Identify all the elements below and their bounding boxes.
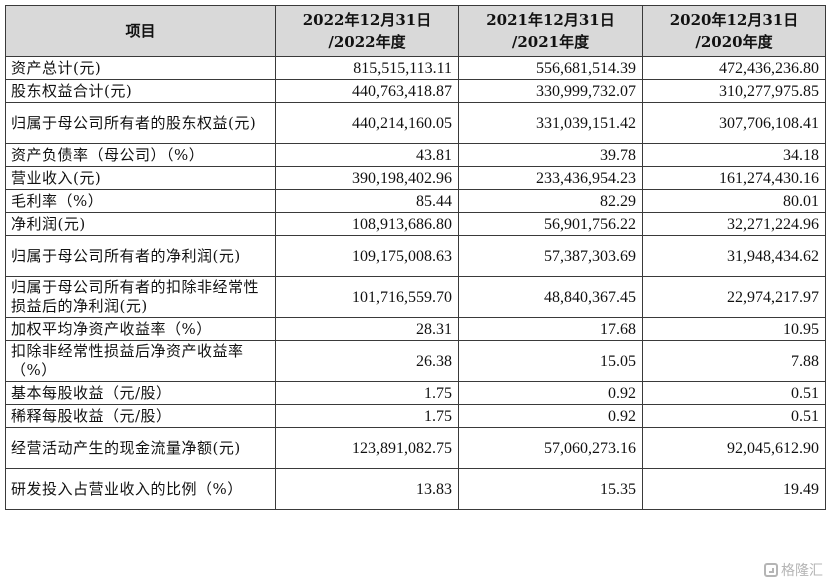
cell-2022: 440,214,160.05 — [275, 102, 459, 144]
header-2020: 2020年12月31日 /2020年度 — [642, 5, 826, 57]
cell-2022: 1.75 — [275, 404, 459, 428]
table-row: 加权平均净资产收益率（%） 28.31 17.68 10.95 — [5, 317, 826, 341]
table-row: 归属于母公司所有者的净利润(元) 109,175,008.63 57,387,3… — [5, 235, 826, 277]
cell-2021: 330,999,732.07 — [458, 79, 643, 103]
cell-2020: 92,045,612.90 — [642, 427, 826, 469]
row-label: 经营活动产生的现金流量净额(元) — [5, 427, 276, 469]
table-row: 稀释每股收益（元/股） 1.75 0.92 0.51 — [5, 404, 826, 428]
cell-2022: 390,198,402.96 — [275, 166, 459, 190]
cell-2021: 57,387,303.69 — [458, 235, 643, 277]
cell-2021: 39.78 — [458, 143, 643, 167]
cell-2022: 440,763,418.87 — [275, 79, 459, 103]
table-row: 研发投入占营业收入的比例（%） 13.83 15.35 19.49 — [5, 468, 826, 510]
header-item: 项目 — [5, 5, 276, 57]
cell-2021: 57,060,273.16 — [458, 427, 643, 469]
table-row: 资产负债率（母公司）（%） 43.81 39.78 34.18 — [5, 143, 826, 167]
table-row: 扣除非经常性损益后净资产收益率（%） 26.38 15.05 7.88 — [5, 340, 826, 382]
financial-data-table: 项目 2022年12月31日 /2022年度 2021年12月31日 /2021… — [5, 5, 826, 510]
cell-2022: 108,913,686.80 — [275, 212, 459, 236]
table-row: 营业收入(元) 390,198,402.96 233,436,954.23 16… — [5, 166, 826, 190]
table-row: 经营活动产生的现金流量净额(元) 123,891,082.75 57,060,2… — [5, 427, 826, 469]
cell-2020: 34.18 — [642, 143, 826, 167]
header-2021-year: /2021年度 — [511, 33, 590, 51]
cell-2021: 56,901,756.22 — [458, 212, 643, 236]
header-2021-date: 2021年12月31日 — [486, 11, 615, 29]
cell-2020: 19.49 — [642, 468, 826, 510]
table-row: 资产总计(元) 815,515,113.11 556,681,514.39 47… — [5, 56, 826, 80]
table-header-row: 项目 2022年12月31日 /2022年度 2021年12月31日 /2021… — [5, 5, 826, 57]
cell-2021: 233,436,954.23 — [458, 166, 643, 190]
cell-2021: 82.29 — [458, 189, 643, 213]
table-row: 净利润(元) 108,913,686.80 56,901,756.22 32,2… — [5, 212, 826, 236]
cell-2020: 472,436,236.80 — [642, 56, 826, 80]
row-label: 资产负债率（母公司）（%） — [5, 143, 276, 167]
cell-2022: 815,515,113.11 — [275, 56, 459, 80]
header-2022-year: /2022年度 — [328, 33, 406, 51]
cell-2022: 26.38 — [275, 340, 459, 382]
cell-2022: 1.75 — [275, 381, 459, 405]
row-label: 净利润(元) — [5, 212, 276, 236]
watermark-text: 格隆汇 — [781, 563, 823, 579]
cell-2020: 0.51 — [642, 381, 826, 405]
row-label: 毛利率（%） — [5, 189, 276, 213]
row-label: 稀释每股收益（元/股） — [5, 404, 276, 428]
cell-2022: 85.44 — [275, 189, 459, 213]
row-label: 研发投入占营业收入的比例（%） — [5, 468, 276, 510]
cell-2022: 109,175,008.63 — [275, 235, 459, 277]
cell-2020: 80.01 — [642, 189, 826, 213]
cell-2021: 0.92 — [458, 404, 643, 428]
row-label: 加权平均净资产收益率（%） — [5, 317, 276, 341]
table-row: 股东权益合计(元) 440,763,418.87 330,999,732.07 … — [5, 79, 826, 103]
cell-2021: 15.35 — [458, 468, 643, 510]
header-2020-date: 2020年12月31日 — [669, 11, 799, 29]
cell-2020: 31,948,434.62 — [642, 235, 826, 277]
row-label: 营业收入(元) — [5, 166, 276, 190]
row-label: 归属于母公司所有者的净利润(元) — [5, 235, 276, 277]
row-label: 资产总计(元) — [5, 56, 276, 80]
cell-2021: 331,039,151.42 — [458, 102, 643, 144]
cell-2020: 7.88 — [642, 340, 826, 382]
table-row: 基本每股收益（元/股） 1.75 0.92 0.51 — [5, 381, 826, 405]
header-2022-date: 2022年12月31日 — [302, 11, 432, 29]
header-2021: 2021年12月31日 /2021年度 — [458, 5, 643, 57]
row-label: 归属于母公司所有者的股东权益(元) — [5, 102, 276, 144]
cell-2021: 48,840,367.45 — [458, 276, 643, 318]
cell-2021: 556,681,514.39 — [458, 56, 643, 80]
cell-2022: 28.31 — [275, 317, 459, 341]
cell-2022: 123,891,082.75 — [275, 427, 459, 469]
cell-2020: 22,974,217.97 — [642, 276, 826, 318]
row-label: 扣除非经常性损益后净资产收益率（%） — [5, 340, 276, 382]
cell-2021: 0.92 — [458, 381, 643, 405]
cell-2020: 161,274,430.16 — [642, 166, 826, 190]
cell-2020: 310,277,975.85 — [642, 79, 826, 103]
cell-2021: 15.05 — [458, 340, 643, 382]
watermark: 格隆汇 — [764, 560, 823, 580]
cell-2020: 0.51 — [642, 404, 826, 428]
cell-2022: 13.83 — [275, 468, 459, 510]
cell-2020: 10.95 — [642, 317, 826, 341]
cell-2020: 307,706,108.41 — [642, 102, 826, 144]
cell-2021: 17.68 — [458, 317, 643, 341]
row-label: 股东权益合计(元) — [5, 79, 276, 103]
header-2020-year: /2020年度 — [695, 33, 773, 51]
header-2022: 2022年12月31日 /2022年度 — [275, 5, 459, 57]
cell-2022: 101,716,559.70 — [275, 276, 459, 318]
table-row: 毛利率（%） 85.44 82.29 80.01 — [5, 189, 826, 213]
row-label: 归属于母公司所有者的扣除非经常性损益后的净利润(元) — [5, 276, 276, 318]
row-label: 基本每股收益（元/股） — [5, 381, 276, 405]
table-row: 归属于母公司所有者的股东权益(元) 440,214,160.05 331,039… — [5, 102, 826, 144]
cell-2020: 32,271,224.96 — [642, 212, 826, 236]
cell-2022: 43.81 — [275, 143, 459, 167]
brand-logo-icon — [764, 563, 778, 577]
table-row: 归属于母公司所有者的扣除非经常性损益后的净利润(元) 101,716,559.7… — [5, 276, 826, 318]
